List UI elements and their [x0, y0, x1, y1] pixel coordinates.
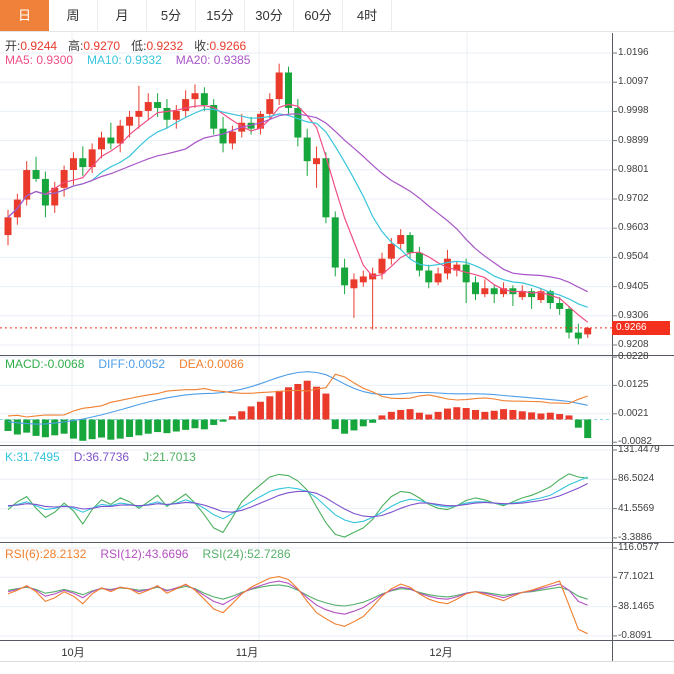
k-value: K:31.7495 [5, 450, 60, 464]
rsi-y-axis-label: 77.1021 [618, 571, 655, 583]
tab-weekly[interactable]: 周 [49, 0, 98, 32]
macd-diff-line [7, 371, 588, 425]
rsi-y-axis-label: 38.1465 [618, 600, 655, 612]
d-value: D:36.7736 [73, 450, 130, 464]
main-y-axis-label: 1.0097 [618, 76, 649, 88]
tab-monthly[interactable]: 月 [98, 0, 147, 32]
rsi12-line [7, 580, 588, 615]
macd-dea-line [7, 373, 588, 418]
tab-30min[interactable]: 30分 [245, 0, 294, 32]
low-value: 0.9232 [146, 39, 184, 53]
tab-daily[interactable]: 日 [0, 0, 49, 32]
ma20-line [7, 113, 588, 293]
rsi6-value: RSI(6):28.2132 [5, 547, 87, 561]
x-axis-label: 12月 [429, 647, 453, 659]
x-axis-label: 10月 [61, 647, 85, 659]
kdj-y-axis-label: -3.3886 [618, 531, 652, 543]
ma5-value: MA5: 0.9300 [5, 53, 74, 67]
kdj-y-axis-label: 41.5569 [618, 502, 655, 514]
panel-separators [0, 33, 674, 662]
kdj-j-line [7, 473, 588, 538]
main-y-axis-label: 0.9306 [618, 309, 649, 321]
close-label: 收: [194, 39, 210, 53]
rsi6-line [7, 576, 588, 635]
rsi12-value: RSI(12):43.6696 [100, 547, 189, 561]
ma20-value: MA20: 0.9385 [175, 53, 251, 67]
open-label: 开: [5, 39, 21, 53]
main-y-axis-label: 1.0196 [618, 47, 649, 58]
main-y-axis-label: 0.9899 [618, 134, 649, 146]
tab-5min[interactable]: 5分 [147, 0, 196, 32]
macd-value: MACD:-0.0068 [5, 357, 85, 371]
open-value: 0.9244 [20, 39, 58, 53]
ma10-value: MA10: 0.9332 [87, 53, 162, 67]
main-y-axis-label: 0.9504 [618, 251, 649, 263]
main-y-axis-label: 0.9603 [618, 222, 649, 234]
candlestick-series [4, 63, 592, 345]
macd-y-axis-label: 0.0125 [618, 379, 649, 391]
timeframe-tabbar: 日 周 月 5分 15分 30分 60分 4时 [0, 0, 674, 32]
ma-info-row: MA5: 0.9300 MA10: 0.9332 MA20: 0.9385 [5, 53, 264, 67]
kdj-d-line [7, 483, 588, 518]
main-y-axis-label: 0.9702 [618, 193, 649, 204]
main-y-axis-label: 0.9998 [618, 105, 649, 117]
kdj-y-axis-label: 131.4479 [618, 444, 660, 455]
kdj-y-axis-label: 86.5024 [618, 473, 655, 485]
kdj-info-row: K:31.7495 D:36.7736 J:21.7013 [5, 450, 210, 464]
diff-value: DIFF:0.0052 [98, 357, 166, 371]
main-y-axis-label: 0.9801 [618, 163, 649, 175]
ohlc-info-row: 开:0.9244 高:0.9270 低:0.9232 收:0.9266 [5, 37, 257, 54]
main-y-axis-label: 0.9405 [618, 280, 649, 292]
tab-15min[interactable]: 15分 [196, 0, 245, 32]
rsi-info-row: RSI(6):28.2132 RSI(12):43.6696 RSI(24):52.… [5, 547, 305, 561]
main-y-axis-label: 0.9208 [618, 339, 649, 350]
x-axis-label: 11月 [235, 647, 259, 659]
rsi-y-axis-label: -0.8091 [618, 629, 652, 641]
kdj-k-line [7, 476, 588, 524]
macd-y-axis-label: 0.0021 [618, 407, 649, 419]
macd-histogram [4, 380, 592, 441]
current-price-badge: 0.9266 [612, 321, 670, 335]
axis-ticks [612, 52, 617, 637]
close-value: 0.9266 [209, 39, 247, 53]
tab-4hour[interactable]: 4时 [343, 0, 392, 32]
high-value: 0.9270 [83, 39, 121, 53]
macd-info-row: MACD:-0.0068 DIFF:0.0052 DEA:0.0086 [5, 357, 258, 371]
ma5-line [7, 103, 589, 323]
macd-y-axis-label: 0.0228 [618, 351, 649, 362]
dea-value: DEA:0.0086 [179, 357, 244, 371]
tab-60min[interactable]: 60分 [294, 0, 343, 32]
ma10-line [7, 108, 588, 308]
macd-y-axis-label: -0.0082 [618, 436, 652, 448]
high-label: 高: [68, 39, 84, 53]
low-label: 低: [131, 39, 147, 53]
rsi-y-axis-label: 116.0577 [618, 542, 659, 553]
j-value: J:21.7013 [143, 450, 196, 464]
tabbar-filler [392, 0, 674, 32]
rsi24-value: RSI(24):52.7286 [202, 547, 291, 561]
